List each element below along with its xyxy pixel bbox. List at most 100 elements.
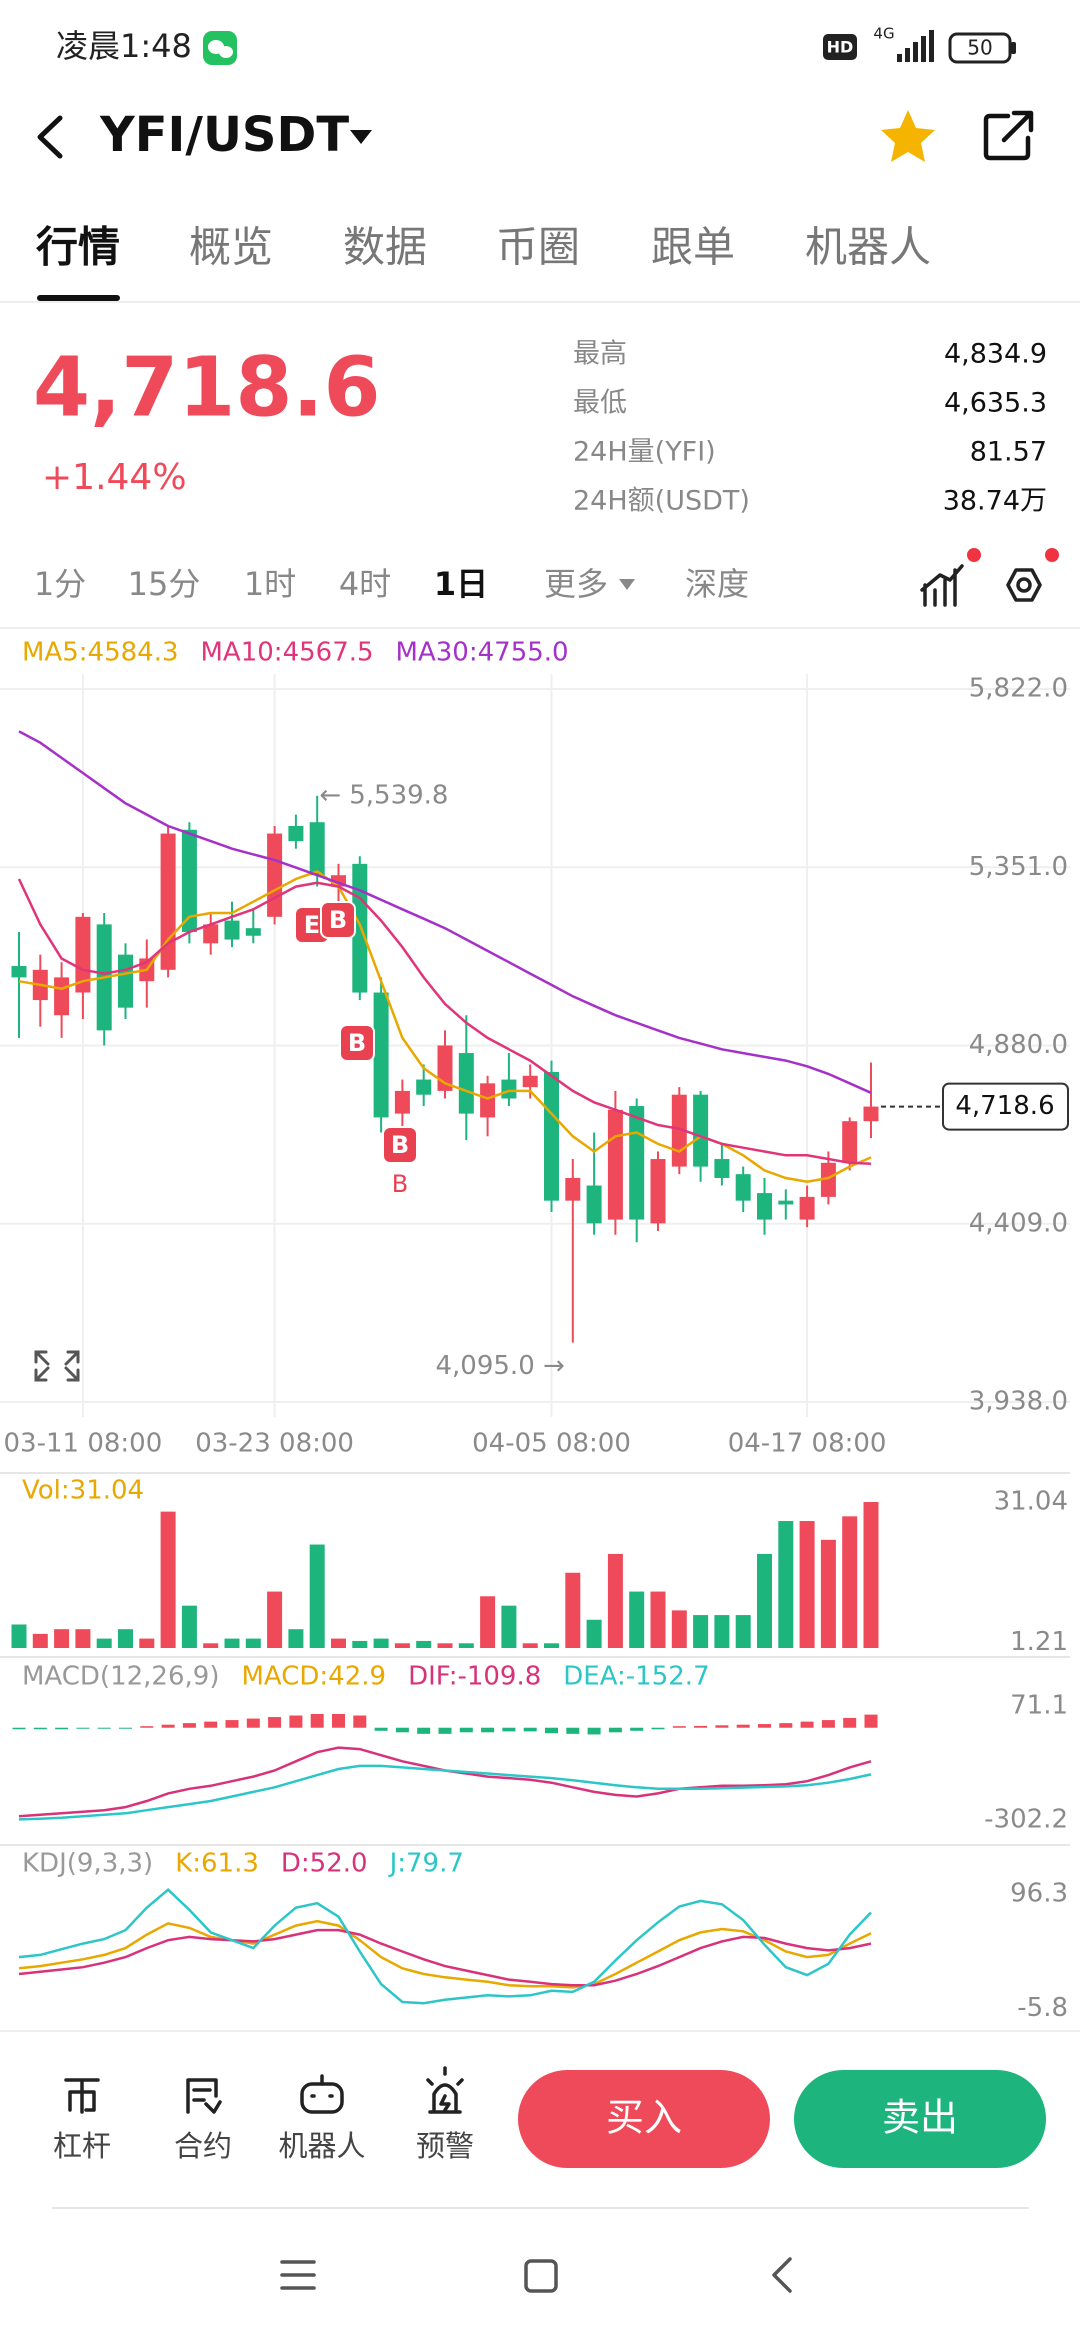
legend-entry: D:52.0 bbox=[281, 1849, 368, 1879]
candle-body bbox=[863, 1106, 879, 1122]
candle-body bbox=[735, 1174, 751, 1201]
trade-marker-label: E bbox=[304, 911, 320, 939]
last-price-box bbox=[942, 1082, 1069, 1131]
toolbar-label[interactable]: 机器人 bbox=[278, 2129, 365, 2163]
tab[interactable]: 机器人 bbox=[805, 223, 931, 272]
indicator-bar bbox=[438, 1727, 452, 1734]
candle-body bbox=[842, 1121, 858, 1163]
y-tick-label: 71.1 bbox=[1010, 1691, 1068, 1721]
candle-body bbox=[799, 1196, 815, 1220]
trade-marker-label: B bbox=[348, 1029, 366, 1057]
indicator-bar bbox=[309, 1544, 325, 1648]
indicator-bar bbox=[394, 1643, 410, 1648]
toolbar-label[interactable]: 杠杆 bbox=[53, 2129, 111, 2163]
y-tick-label: 4,880.0 bbox=[969, 1030, 1068, 1060]
toolbar-label[interactable]: 合约 bbox=[174, 2129, 232, 2163]
indicator-bar bbox=[161, 1724, 175, 1728]
indicator-line bbox=[18, 1888, 872, 2005]
alert-icon[interactable] bbox=[426, 2066, 464, 2114]
indicator-bar bbox=[417, 1727, 431, 1734]
candle-body bbox=[544, 1071, 559, 1201]
indicator-bar bbox=[268, 1717, 282, 1728]
leverage-icon[interactable] bbox=[64, 2078, 100, 2114]
indicator-bar bbox=[671, 1610, 687, 1648]
tab[interactable]: 数据 bbox=[343, 223, 427, 272]
indicator-bar bbox=[607, 1553, 623, 1648]
interval[interactable]: 更多 bbox=[544, 565, 608, 603]
indicator-bar bbox=[545, 1727, 558, 1734]
back-button[interactable] bbox=[37, 115, 63, 159]
indicator-bar bbox=[608, 1727, 622, 1733]
nav-back[interactable] bbox=[772, 2257, 792, 2293]
candle-body bbox=[11, 966, 27, 978]
notification-dot bbox=[1045, 548, 1059, 562]
indicator-bar bbox=[245, 1638, 261, 1648]
y-tick-label: -5.8 bbox=[1017, 1993, 1068, 2023]
fullscreen-button[interactable] bbox=[34, 1350, 80, 1382]
indicator-bar bbox=[651, 1727, 665, 1730]
trade-marker-label: B bbox=[391, 1131, 409, 1159]
more-dropdown[interactable] bbox=[619, 579, 635, 590]
y-tick-label: 1.21 bbox=[1010, 1627, 1068, 1657]
favorite-star[interactable] bbox=[881, 110, 935, 162]
tab[interactable]: 概览 bbox=[189, 223, 273, 272]
contract-icon[interactable] bbox=[186, 2078, 222, 2114]
indicator-bar bbox=[225, 1720, 239, 1728]
x-tick-label: 03-11 08:00 bbox=[4, 1429, 163, 1459]
y-tick-label: 4,409.0 bbox=[969, 1208, 1068, 1238]
indicator-bar bbox=[289, 1715, 303, 1728]
tab[interactable]: 币圈 bbox=[496, 223, 580, 272]
indicator-bar bbox=[863, 1502, 879, 1648]
interval[interactable]: 1日 bbox=[434, 565, 488, 603]
robot-face bbox=[310, 2074, 334, 2098]
chart-settings[interactable] bbox=[1006, 568, 1042, 602]
battery-cap bbox=[1011, 42, 1016, 54]
indicator-bar bbox=[352, 1640, 368, 1648]
tab[interactable]: 跟单 bbox=[651, 223, 735, 272]
interval[interactable]: 深度 bbox=[685, 565, 749, 603]
stat-label: 最低 bbox=[573, 388, 627, 419]
legend-entry: J:79.7 bbox=[388, 1849, 464, 1879]
buy-label[interactable]: 买入 bbox=[606, 2096, 682, 2140]
interval[interactable]: 1分 bbox=[34, 565, 86, 603]
indicator-bar bbox=[119, 1727, 132, 1729]
indicator-line bbox=[18, 1919, 872, 1989]
indicator-line bbox=[18, 1764, 872, 1821]
pair-title[interactable]: YFI/USDT bbox=[99, 107, 349, 163]
sell-label[interactable]: 卖出 bbox=[882, 2096, 958, 2140]
pair-dropdown[interactable] bbox=[350, 130, 372, 144]
indicator-bar bbox=[650, 1591, 666, 1648]
buy-button[interactable] bbox=[518, 2070, 770, 2168]
interval[interactable]: 1时 bbox=[244, 565, 296, 603]
high-label: ← 5,539.8 bbox=[319, 780, 448, 810]
nav-menu[interactable] bbox=[280, 2260, 316, 2290]
candle-body bbox=[394, 1090, 410, 1114]
network-label: 4G bbox=[873, 25, 894, 43]
indicator-bar bbox=[714, 1615, 730, 1648]
nav-home[interactable] bbox=[524, 2259, 558, 2293]
legend-entry: MA5:4584.3 bbox=[22, 638, 179, 668]
battery-outline bbox=[948, 32, 1012, 64]
indicator-bar bbox=[799, 1521, 815, 1648]
last-price-tag: 4,718.6 bbox=[955, 1091, 1054, 1121]
candle-body bbox=[778, 1200, 794, 1205]
sell-button[interactable] bbox=[794, 2070, 1046, 2168]
indicator-bar bbox=[140, 1726, 154, 1728]
indicator-bar bbox=[630, 1727, 644, 1731]
trade-marker bbox=[382, 1126, 418, 1164]
indicator-settings[interactable] bbox=[920, 564, 964, 607]
share-button[interactable] bbox=[983, 110, 1034, 161]
candle-body bbox=[373, 992, 389, 1118]
stats: 最高 4,834.9 最低 4,635.3 24H量(YFI) 81.57 24H额(USD… bbox=[573, 339, 1047, 517]
indicator-bar bbox=[523, 1727, 537, 1732]
tab[interactable]: 行情 bbox=[36, 223, 120, 272]
indicator-bar bbox=[501, 1605, 517, 1648]
ma-line bbox=[17, 878, 872, 1166]
ma-line bbox=[18, 730, 872, 1094]
interval[interactable]: 4时 bbox=[339, 565, 391, 603]
x-tick-label: 04-17 08:00 bbox=[728, 1429, 887, 1459]
toolbar-label[interactable]: 预警 bbox=[416, 2129, 474, 2163]
indicator-bar bbox=[736, 1724, 750, 1728]
interval[interactable]: 15分 bbox=[128, 565, 201, 603]
